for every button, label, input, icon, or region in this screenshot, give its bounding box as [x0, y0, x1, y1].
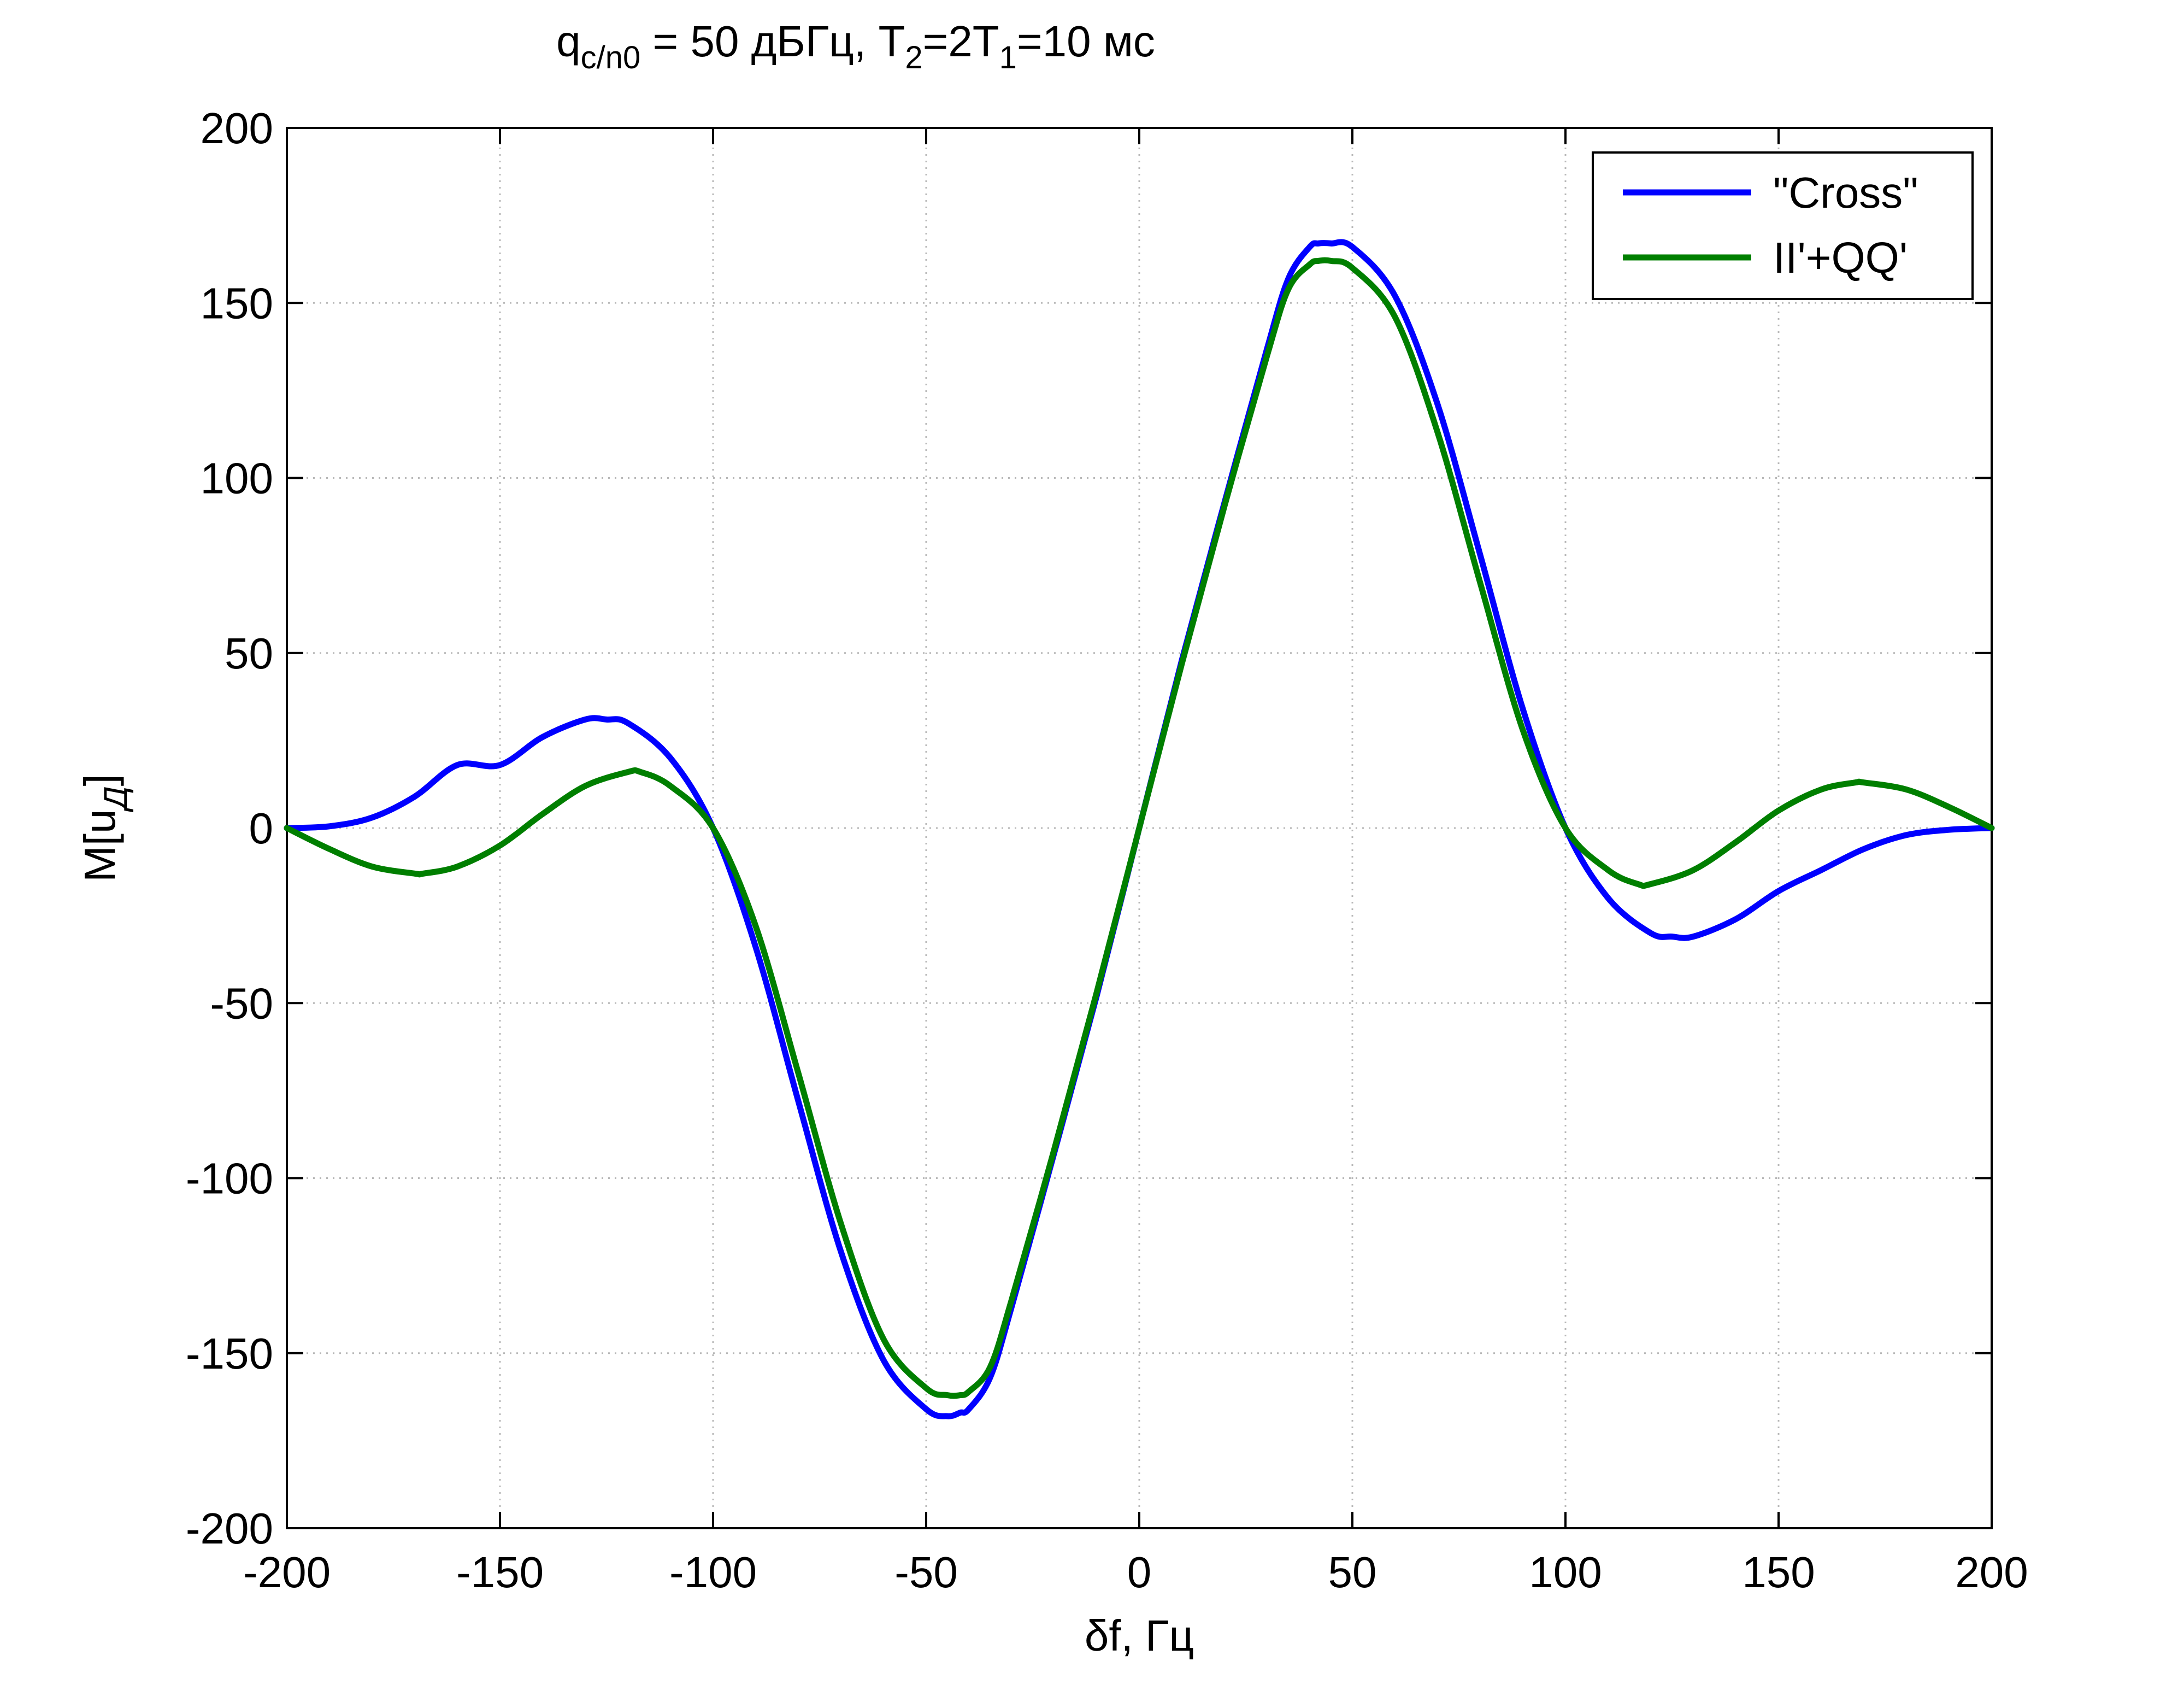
x-tick-label: -200	[243, 1548, 331, 1597]
x-tick-label: -100	[669, 1548, 757, 1597]
y-label-base: M[u	[75, 809, 124, 882]
y-label-sub: Д	[97, 786, 134, 812]
x-tick-label: 0	[1127, 1548, 1152, 1597]
y-axis-label: M[uД]	[75, 774, 134, 882]
x-axis-label: δf, Гц	[1085, 1611, 1194, 1660]
title-part-5: 1	[999, 40, 1017, 75]
x-tick-label: 200	[1955, 1548, 2028, 1597]
title-part-0: q	[556, 17, 581, 66]
y-tick-labels: -200 -150 -100 -50 0 50 100 150 200	[186, 104, 273, 1553]
title-part-4: =2T	[923, 17, 999, 66]
y-tick-label: 0	[249, 804, 274, 853]
x-tick-label: 150	[1742, 1548, 1815, 1597]
x-tick-label: 100	[1529, 1548, 1602, 1597]
y-tick-label: 200	[201, 104, 273, 152]
x-tick-labels: -200 -150 -100 -50 0 50 100 150 200	[243, 1548, 2028, 1597]
legend-box	[1592, 151, 1974, 300]
y-tick-label: -150	[186, 1329, 273, 1378]
title-part-1: c/n0	[581, 40, 641, 75]
title-part-2: = 50 дБГц, T	[640, 17, 905, 66]
y-tick-label: -100	[186, 1154, 273, 1203]
x-tick-label: -50	[894, 1548, 958, 1597]
series-line-1	[284, 257, 1995, 1399]
y-tick-label: 150	[201, 279, 273, 327]
series-lines	[284, 239, 1995, 1419]
title-part-3: 2	[905, 40, 922, 75]
legend-label-0: "Cross"	[1773, 168, 1918, 217]
y-tick-label: 50	[225, 629, 273, 678]
x-tick-label: -150	[456, 1548, 544, 1597]
y-label-close: ]	[75, 774, 124, 786]
y-tick-label: -50	[210, 979, 273, 1028]
y-tick-label: -200	[186, 1504, 273, 1553]
chart-title: qc/n0 = 50 дБГц, T2=2T1=10 мс	[556, 17, 1155, 75]
title-part-6: =10 мс	[1017, 17, 1155, 66]
axis-ticks	[286, 127, 1993, 1529]
legend-label-1: II'+QQ'	[1773, 233, 1908, 282]
y-tick-label: 100	[201, 454, 273, 503]
legend[interactable]: "Cross" II'+QQ'	[1592, 151, 1974, 300]
x-tick-label: 50	[1328, 1548, 1377, 1597]
